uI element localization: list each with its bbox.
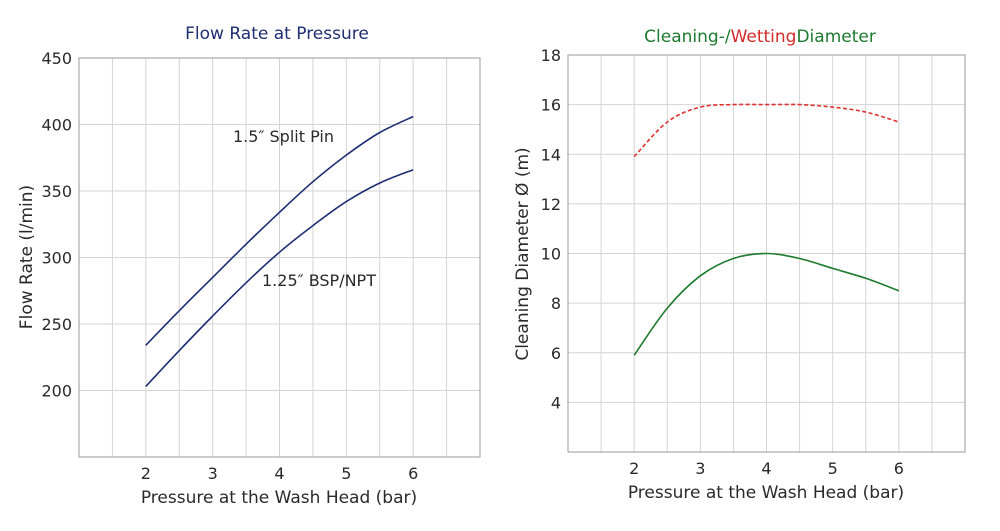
title-part-cleaning: Cleaning-/ bbox=[644, 27, 731, 47]
x-tick-label: 3 bbox=[695, 459, 705, 478]
x-tick-label: 3 bbox=[208, 464, 218, 483]
cleaning-y-axis-label: Cleaning Diameter Ø (m) bbox=[513, 147, 533, 360]
x-tick-label: 4 bbox=[274, 464, 284, 483]
y-tick-label: 12 bbox=[541, 195, 561, 214]
y-tick-label: 450 bbox=[41, 49, 72, 68]
y-tick-label: 8 bbox=[551, 294, 561, 313]
x-tick-label: 2 bbox=[141, 464, 151, 483]
y-tick-label: 4 bbox=[551, 393, 561, 412]
y-tick-label: 300 bbox=[41, 249, 72, 268]
series-line-1-1 bbox=[633, 252, 900, 356]
series-label-split-pin: 1.5″ Split Pin bbox=[233, 127, 334, 146]
series-label-bsp-npt: 1.25″ BSP/NPT bbox=[262, 271, 376, 290]
cleaning-ticks: 2 3 4 5 6 4 6 8 10 12 14 16 18 bbox=[541, 46, 904, 478]
series-line-0-1 bbox=[145, 168, 414, 388]
title-part-wetting: Wetting bbox=[731, 27, 797, 47]
flow-x-axis-label: Pressure at the Wash Head (bar) bbox=[141, 488, 417, 508]
flow-series bbox=[145, 115, 414, 388]
series-line-1-0 bbox=[633, 103, 900, 158]
x-tick-label: 5 bbox=[341, 464, 351, 483]
cleaning-x-axis-label: Pressure at the Wash Head (bar) bbox=[628, 483, 904, 503]
y-tick-label: 18 bbox=[541, 46, 561, 65]
y-tick-label: 350 bbox=[41, 182, 72, 201]
y-tick-label: 6 bbox=[551, 344, 561, 363]
x-tick-label: 6 bbox=[894, 459, 904, 478]
cleaning-grid bbox=[568, 55, 965, 452]
title-part-diameter: Diameter bbox=[796, 27, 875, 47]
y-tick-label: 16 bbox=[541, 96, 561, 115]
x-tick-label: 2 bbox=[629, 459, 639, 478]
flow-grid bbox=[79, 58, 480, 457]
y-tick-label: 200 bbox=[41, 382, 72, 401]
x-tick-label: 5 bbox=[828, 459, 838, 478]
cleaning-chart-title: Cleaning-/WettingDiameter bbox=[644, 27, 876, 47]
flow-chart-title: Flow Rate at Pressure bbox=[185, 24, 369, 44]
flow-rate-chart: Flow Rate at Pressure 2 3 4 5 6 200 250 300 350 4… bbox=[17, 24, 481, 508]
cleaning-series bbox=[633, 103, 900, 356]
y-tick-label: 400 bbox=[41, 116, 72, 135]
cleaning-diameter-chart: Cleaning-/WettingDiameter 2 3 4 5 6 4 6 8 10 12 14… bbox=[513, 27, 966, 503]
y-tick-label: 14 bbox=[541, 145, 561, 164]
y-tick-label: 10 bbox=[541, 245, 561, 264]
series-line-0-0 bbox=[145, 115, 414, 346]
x-tick-label: 4 bbox=[761, 459, 771, 478]
cleaning-plot-frame bbox=[567, 54, 966, 453]
flow-ticks: 2 3 4 5 6 200 250 300 350 400 450 bbox=[41, 49, 418, 483]
x-tick-label: 6 bbox=[408, 464, 418, 483]
flow-y-axis-label: Flow Rate (l/min) bbox=[17, 185, 37, 329]
flow-plot-frame bbox=[78, 57, 481, 458]
y-tick-label: 250 bbox=[41, 315, 72, 334]
